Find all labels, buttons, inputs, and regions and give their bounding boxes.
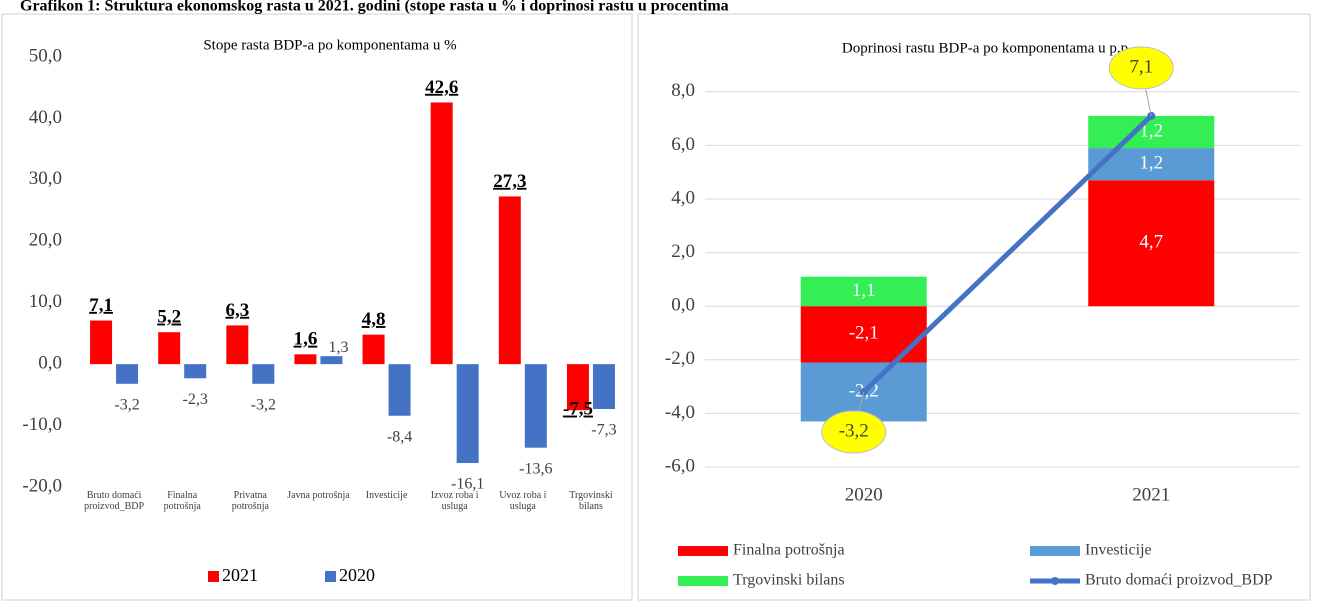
- y-tick-label: 8,0: [671, 80, 695, 101]
- bar: [90, 320, 113, 365]
- data-label: 1,1: [852, 280, 876, 301]
- data-label: -7,3: [591, 422, 616, 439]
- y-tick-label: 0,0: [38, 353, 62, 374]
- data-label: -13,6: [519, 460, 552, 477]
- legend-swatch: [1030, 546, 1080, 556]
- legend-label: 2021: [222, 565, 258, 585]
- legend-swatch: [325, 571, 336, 582]
- y-tick-label: -6,0: [665, 455, 695, 476]
- legend-label: Finalna potrošnja: [733, 542, 845, 559]
- bar: [320, 356, 343, 365]
- bar: [524, 364, 547, 448]
- bar-segment: [800, 276, 927, 307]
- x-tick-label: 2020: [845, 484, 883, 505]
- data-label: 27,3: [493, 171, 526, 192]
- x-tick-label: Javna potrošnja: [287, 490, 350, 501]
- x-tick-label: Finalna potrošnja: [163, 490, 201, 512]
- bar: [184, 364, 207, 379]
- left-panel: [1, 13, 633, 601]
- y-tick-label: 30,0: [29, 168, 62, 189]
- bar: [362, 334, 385, 365]
- legend-label: 2020: [339, 565, 375, 585]
- legend-swatch: [678, 576, 728, 586]
- data-label: -3,2: [251, 396, 276, 413]
- line: [862, 114, 1153, 394]
- data-label: 1,3: [328, 339, 348, 356]
- chart-title: Stope rasta BDP-a po komponentama u %: [203, 37, 456, 53]
- data-label: -16,1: [451, 476, 484, 493]
- right-panel: [637, 13, 1311, 601]
- y-tick-label: 10,0: [29, 291, 62, 312]
- legend-label: Bruto domaći proizvod_BDP: [1085, 572, 1273, 589]
- data-label: 4,8: [362, 309, 386, 330]
- y-tick-label: -4,0: [665, 402, 695, 423]
- bar: [566, 364, 589, 411]
- label-bubble: [821, 410, 887, 454]
- label-bubble: [1108, 46, 1174, 90]
- x-tick-label: Trgovinski bilans: [569, 490, 613, 512]
- bar: [226, 325, 249, 365]
- bar: [294, 354, 317, 365]
- y-tick-label: 2,0: [671, 241, 695, 262]
- bar-segment: [1088, 180, 1215, 307]
- legend-swatch: [678, 546, 728, 556]
- legend-label: Trgovinski bilans: [733, 572, 845, 589]
- y-tick-label: -20,0: [22, 475, 62, 496]
- data-label: 1,6: [294, 329, 318, 350]
- bar: [116, 364, 139, 384]
- x-tick-label: Investicije: [365, 490, 408, 501]
- legend-swatch: [1051, 577, 1059, 585]
- bar: [388, 364, 411, 416]
- y-tick-label: 6,0: [671, 134, 695, 155]
- data-label: 1,2: [1139, 153, 1163, 174]
- data-label: -3,2: [114, 396, 139, 413]
- bar: [430, 102, 453, 365]
- x-tick-label: Izvoz roba i usluga: [430, 490, 479, 512]
- bar: [252, 364, 275, 384]
- page-title: Grafikon 1: Struktura ekonomskog rasta u…: [20, 0, 729, 15]
- data-label: 5,2: [157, 307, 181, 328]
- chart-title: Doprinosi rastu BDP-a po komponentama u …: [842, 40, 1128, 56]
- data-label: -3,2: [839, 420, 869, 441]
- bar-segment: [1088, 115, 1215, 149]
- legend-swatch: [208, 571, 219, 582]
- data-label: 7,1: [1129, 56, 1153, 77]
- legend-label: Investicije: [1085, 542, 1152, 559]
- data-label: -8,4: [387, 428, 412, 445]
- x-tick-label: Uvoz roba i usluga: [499, 490, 547, 512]
- y-tick-label: 40,0: [29, 107, 62, 128]
- data-label: 6,3: [225, 300, 249, 321]
- data-label: -2,3: [183, 391, 208, 408]
- y-tick-label: 50,0: [29, 45, 62, 66]
- bar: [456, 364, 479, 464]
- y-tick-label: 0,0: [671, 295, 695, 316]
- data-label: 1,2: [1139, 120, 1163, 141]
- data-label: 42,6: [425, 77, 458, 98]
- x-tick-label: 2021: [1132, 484, 1170, 505]
- data-label: 4,7: [1139, 232, 1163, 253]
- y-tick-label: -10,0: [22, 414, 62, 435]
- bar: [592, 364, 615, 409]
- data-label: 7,1: [89, 295, 113, 316]
- y-tick-label: -2,0: [665, 348, 695, 369]
- y-tick-label: 20,0: [29, 230, 62, 251]
- data-label: -2,1: [849, 323, 879, 344]
- data-label: -7,5: [563, 399, 593, 420]
- x-tick-label: Privatna potrošnja: [231, 490, 269, 512]
- y-tick-label: 4,0: [671, 187, 695, 208]
- x-tick-label: Bruto domaći proizvod_BDP: [84, 490, 145, 512]
- bar: [158, 332, 181, 365]
- bar: [498, 196, 521, 365]
